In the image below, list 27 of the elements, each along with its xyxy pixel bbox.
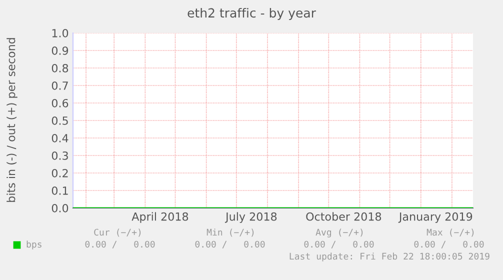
- text: 0.00 / 0.00: [414, 240, 484, 248]
- text: Min (−/+): [206, 228, 254, 237]
- text: Avg (−/+): [316, 228, 363, 238]
- y-tick-label: 0.2: [52, 168, 68, 178]
- y-tick-label: 0.1: [52, 186, 68, 195]
- y-tick-label: 0.7: [52, 81, 68, 90]
- y-tick-label: 0.6: [52, 98, 68, 108]
- y-tick-label: 0.8: [52, 64, 68, 72]
- legend-label: bps: [26, 240, 42, 250]
- y-tick-label: 0.0: [52, 204, 68, 212]
- y-tick-label: 0.9: [52, 46, 68, 55]
- y-axis-title: bits in (-) / out (+) per second: [6, 38, 18, 202]
- y-tick-label: 0.3: [52, 151, 68, 160]
- text: 0.00 / 0.00: [85, 240, 155, 248]
- text: Max (−/+): [426, 228, 474, 237]
- x-tick-label: January 2019: [398, 212, 472, 223]
- chart-title: eth2 traffic - by year: [188, 8, 316, 20]
- x-tick-label: October 2018: [306, 212, 382, 221]
- text: Cur (−/+): [94, 228, 141, 237]
- text: Last update: Fri Feb 22 18:00:05 2019: [290, 252, 490, 262]
- text: 0.00 / 0.00: [304, 240, 374, 248]
- text: 0.00 / 0.00: [195, 240, 265, 248]
- x-tick-label: July 2018: [224, 212, 277, 223]
- x-tick-label: April 2018: [132, 212, 188, 223]
- y-tick-label: 0.4: [52, 134, 68, 142]
- y-tick-label: 0.5: [52, 116, 68, 125]
- y-tick-label: 1.0: [52, 28, 68, 38]
